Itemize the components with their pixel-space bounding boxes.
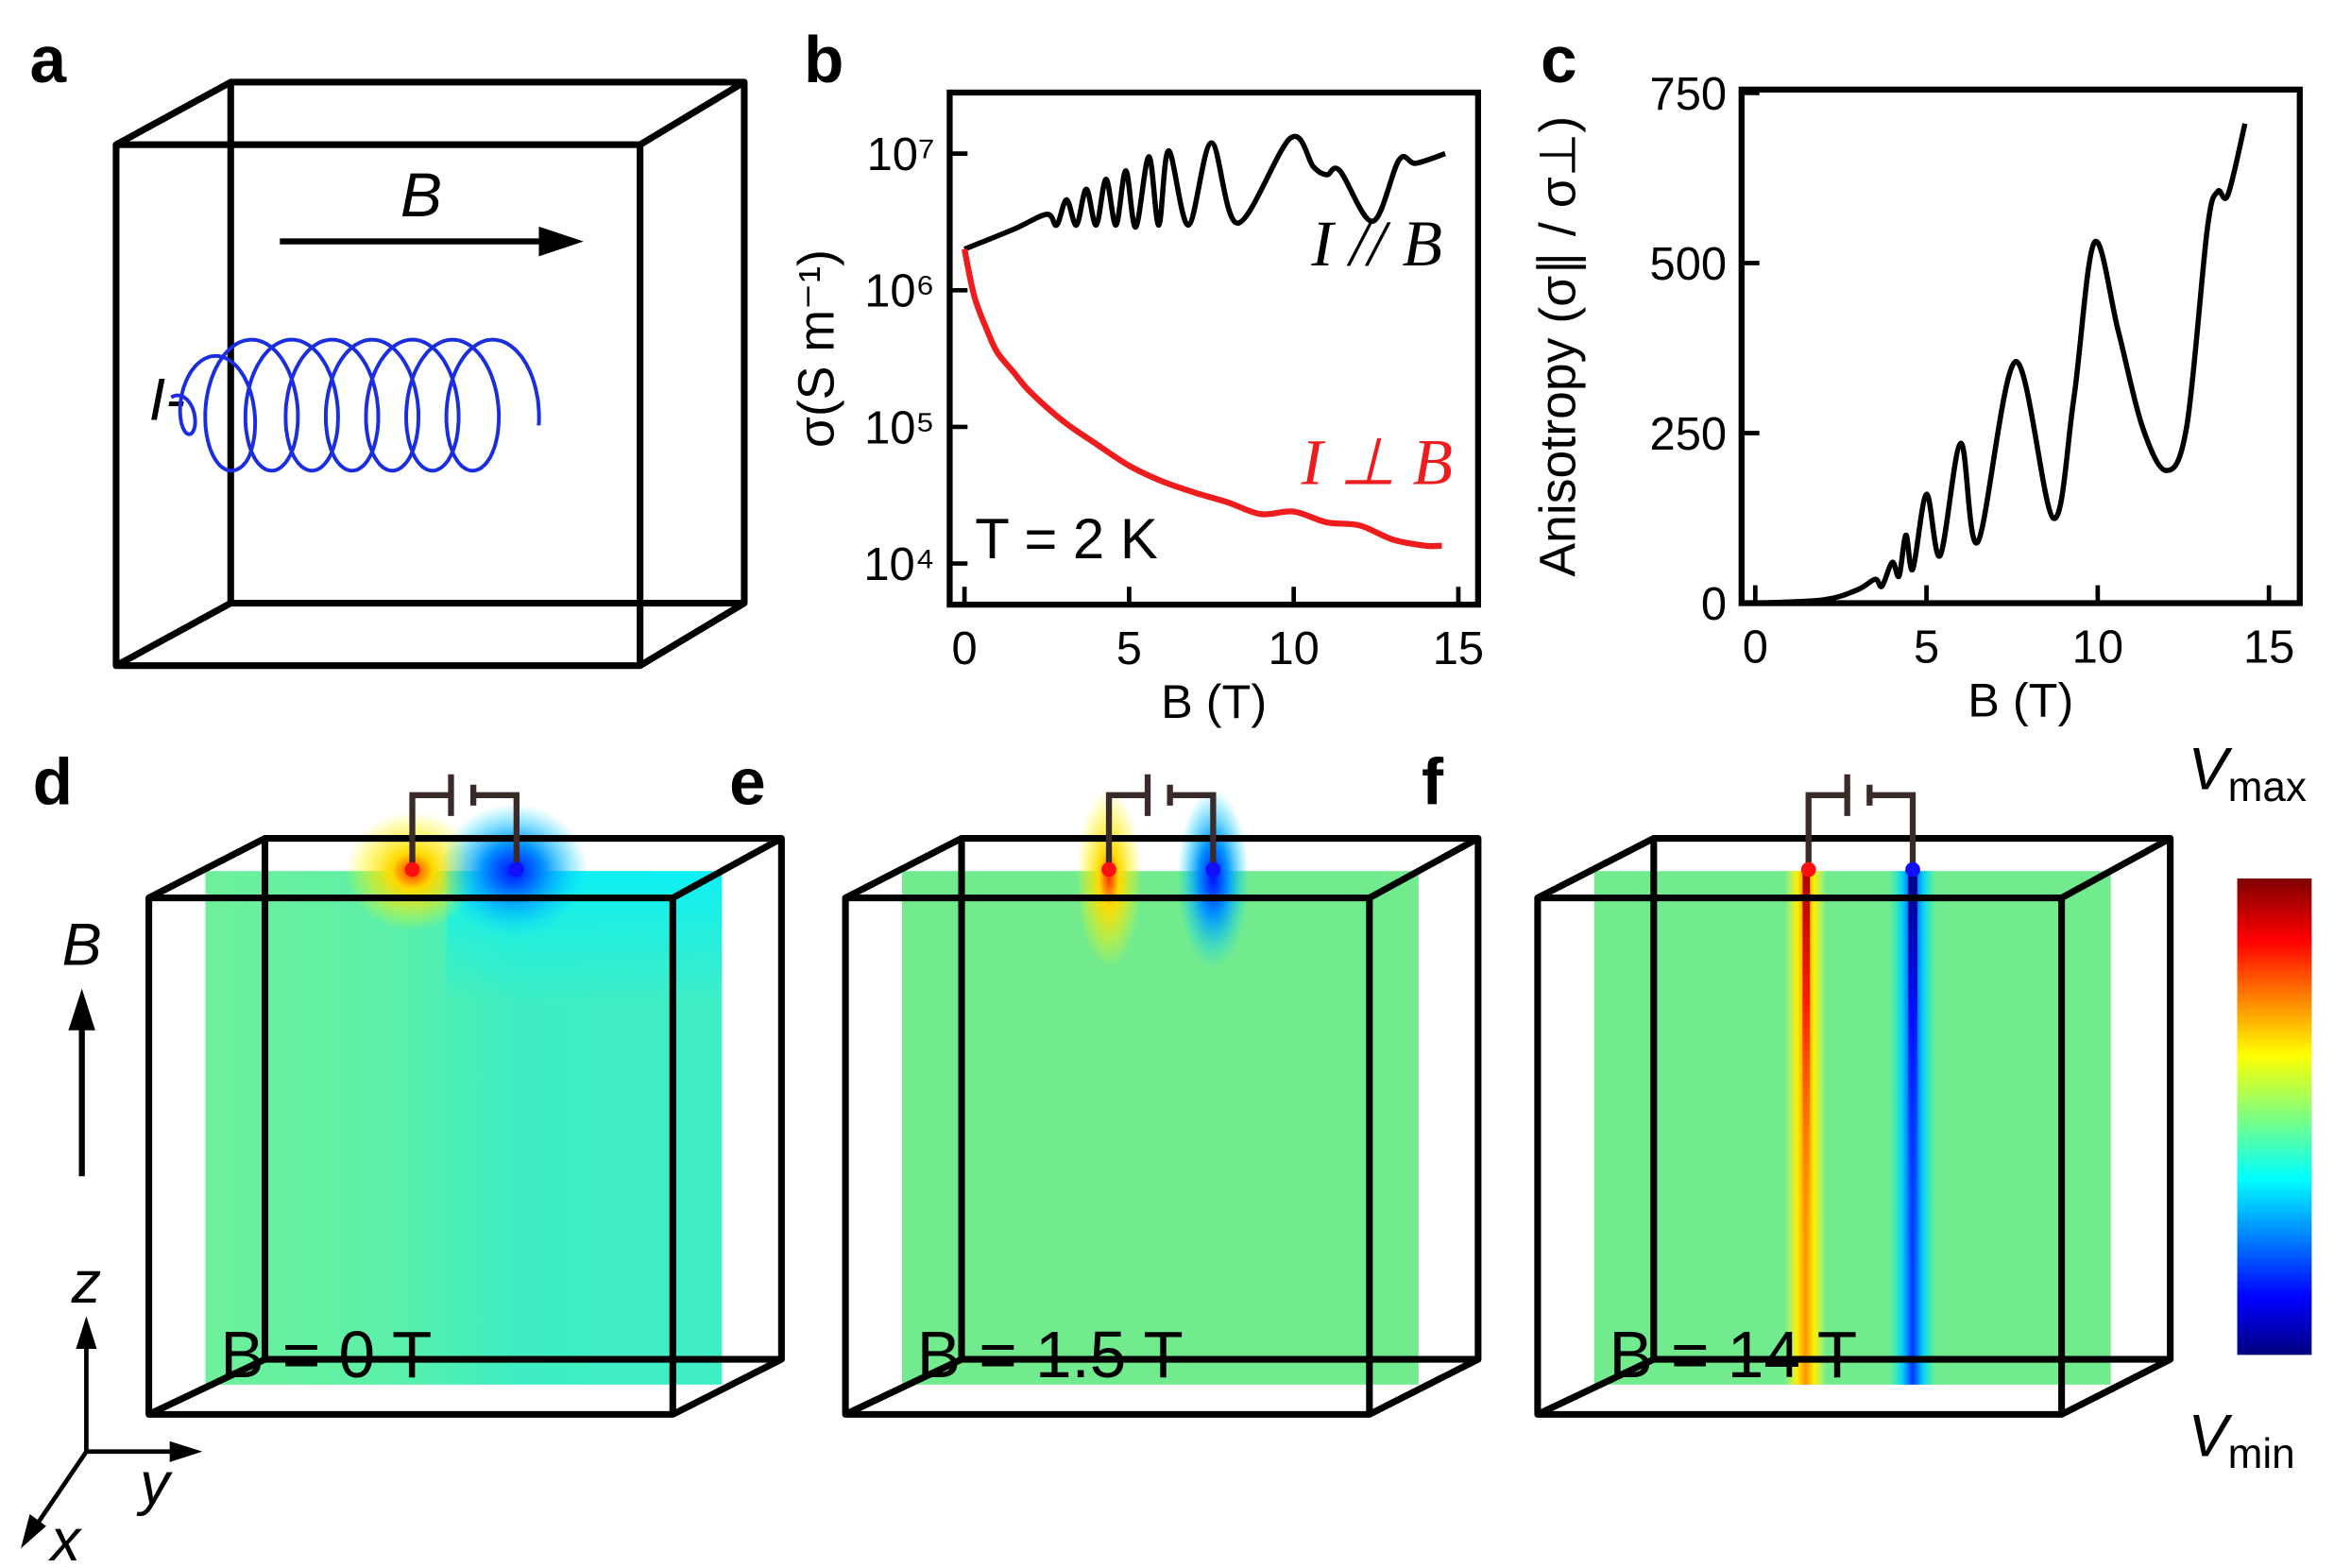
x-axis-label: B (T) (1161, 674, 1267, 728)
colorbar-max: Vmax (2189, 737, 2307, 811)
x-tick-label: 10 (2072, 622, 2123, 673)
y-tick-label: 750 (1650, 69, 1728, 120)
simulation-panel: d B = 0 T (33, 744, 785, 1418)
data-line (962, 248, 1442, 550)
potential-map (901, 871, 1419, 1385)
x-tick-label: 5 (1116, 623, 1142, 674)
plot-frame (1738, 86, 2303, 606)
field-label: B (62, 912, 102, 978)
simulation-panel: f B = 14 T (1422, 744, 2174, 1418)
x-tick-label: 0 (1743, 622, 1768, 673)
colorbar-min: Vmin (2189, 1404, 2295, 1478)
y-axis-label: Anisotropy (σ∥ / σ⊥) (1529, 116, 1586, 577)
panel-a: a B I- (30, 23, 748, 670)
series-label: I // B (1310, 207, 1442, 280)
plot-frame (946, 89, 1482, 608)
triad (30, 1342, 182, 1532)
x-tick-label: 15 (1433, 623, 1484, 674)
charts: b 10⁴ 10⁵ 10⁶ 10⁷ 0 5 10 15 B (T) σ(S m⁻¹) T = 2 K I… (789, 23, 2303, 728)
axis-x: x (48, 1508, 83, 1568)
electrode (1205, 861, 1221, 878)
arrow-head (169, 1440, 203, 1462)
y-tick-label: 0 (1701, 579, 1727, 630)
cube (842, 834, 1482, 1418)
panel-label: c (1541, 23, 1577, 96)
potential-map (1593, 871, 2111, 1385)
circuit (1105, 774, 1217, 869)
panel-label: b (804, 23, 843, 96)
cube (112, 78, 748, 670)
x-tick-label: 5 (1914, 622, 1939, 673)
x-tick-label: 10 (1268, 623, 1319, 674)
simulation-panel: e B = 1.5 T (729, 744, 1482, 1418)
panel-label: e (729, 744, 766, 818)
electrode (1905, 861, 1920, 878)
y-tick-label: 10⁴ (863, 539, 934, 590)
axis-z: z (71, 1250, 102, 1316)
field-value: B = 1.5 T (917, 1318, 1184, 1391)
arrow-head (21, 1513, 46, 1549)
y-tick-label: 10⁷ (867, 129, 935, 180)
coldspot (1177, 789, 1250, 968)
series-label: I ⊥ B (1300, 425, 1453, 498)
arrow-head (76, 1316, 97, 1350)
x-axis-label: B (T) (1968, 673, 2073, 726)
circuit (1805, 774, 1917, 869)
simulations: d B = 0 T e B = 1.5 T f B = 14 T (33, 744, 2174, 1418)
panel-label: d (33, 744, 73, 818)
field-label: B (400, 161, 442, 230)
panel-label: a (30, 23, 67, 96)
x-tick-label: 0 (952, 623, 978, 674)
helix (170, 337, 541, 473)
cube (1534, 834, 2174, 1418)
symbol: V (2189, 737, 2233, 803)
cube (145, 834, 785, 1418)
arrow-head (68, 988, 95, 1031)
y-tick-label: 500 (1650, 239, 1728, 290)
annotation: T = 2 K (975, 507, 1158, 571)
y-tick-label: 10⁵ (864, 402, 935, 453)
y-tick-label: 10⁶ (864, 266, 934, 317)
circuit (409, 774, 520, 869)
colorbar (2237, 878, 2312, 1355)
panel-label: f (1422, 744, 1444, 818)
arrow-head (538, 226, 584, 257)
electrode (404, 861, 420, 878)
hotspot (1076, 789, 1142, 968)
electrode (508, 861, 524, 878)
field-value: B = 0 T (220, 1318, 432, 1391)
subscript: max (2228, 764, 2307, 810)
x-tick-label: 15 (2243, 622, 2294, 673)
y-axis-label: σ(S m⁻¹) (789, 249, 845, 448)
data-line (1755, 123, 2248, 606)
axis-y: y (136, 1451, 173, 1517)
cold-core (1908, 871, 1917, 1288)
electrode (1101, 861, 1116, 878)
subscript: min (2228, 1431, 2295, 1477)
y-tick-label: 250 (1650, 409, 1728, 460)
field-value: B = 14 T (1610, 1318, 1858, 1391)
symbol: V (2189, 1404, 2233, 1470)
electrode (1800, 861, 1816, 878)
hot-core (1802, 871, 1811, 1258)
data-line (963, 133, 1446, 252)
